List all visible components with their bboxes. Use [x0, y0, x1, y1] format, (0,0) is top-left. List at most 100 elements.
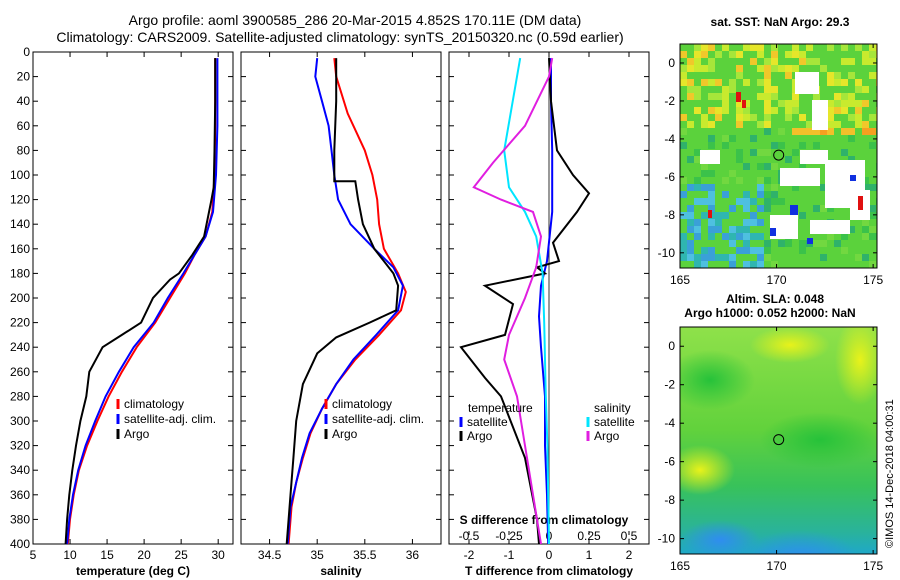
sst-cell [799, 142, 806, 149]
sst-gap [700, 150, 720, 164]
legend-label: Argo [124, 427, 150, 441]
sla-map-field [680, 327, 877, 554]
sst-cell [722, 254, 729, 261]
sst-cell [701, 184, 708, 191]
sst-cell [764, 93, 771, 100]
sst-cell [715, 254, 722, 261]
x-tick-label: -1 [504, 548, 515, 562]
sst-cell [827, 114, 834, 121]
sst-cell [764, 247, 771, 254]
sst-cell [694, 51, 701, 58]
sst-cell [841, 128, 848, 135]
sst-cell [743, 226, 750, 233]
y-tick-label: 0 [23, 45, 30, 59]
sst-cell [841, 58, 848, 65]
series-line-t-argo [459, 58, 591, 545]
sst-cell [848, 93, 855, 100]
sst-cell [750, 247, 757, 254]
sst-cell [736, 72, 743, 79]
sst-cell [771, 191, 778, 198]
sst-cell [848, 156, 855, 163]
sst-cell [764, 121, 771, 128]
sst-cell [722, 93, 729, 100]
sst-cell [827, 100, 834, 107]
sst-cell [680, 177, 687, 184]
map-y-tick-label: -8 [664, 493, 675, 507]
x-tick-label: 5 [30, 548, 37, 562]
sst-cell [722, 44, 729, 51]
sst-cell [680, 128, 687, 135]
sst-cell [841, 247, 848, 254]
y-tick-label: 400 [10, 537, 30, 551]
x-tick-label: 0 [546, 548, 553, 562]
sst-cell [729, 233, 736, 240]
s-x-tick-label: -0.5 [459, 529, 480, 543]
sst-cell [757, 121, 764, 128]
sst-cell [743, 163, 750, 170]
sst-cell [687, 184, 694, 191]
sst-cell [785, 65, 792, 72]
sst-cell [813, 205, 820, 212]
sst-cell [750, 261, 757, 268]
sst-cell [834, 100, 841, 107]
sst-cell [694, 219, 701, 226]
sst-cell [708, 219, 715, 226]
legend-label: satellite [594, 415, 635, 429]
sst-cell [764, 65, 771, 72]
sst-cell [771, 65, 778, 72]
y-tick-label: 240 [10, 340, 30, 354]
y-tick-label: 140 [10, 217, 30, 231]
sst-cell [729, 226, 736, 233]
s-axis-label: S difference from climatology [460, 513, 629, 527]
sst-cell [757, 191, 764, 198]
sst-cell [750, 149, 757, 156]
sst-cell [820, 128, 827, 135]
sst-cell [869, 128, 876, 135]
sst-cell [743, 191, 750, 198]
sst-cell [834, 240, 841, 247]
y-tick-label: 40 [17, 94, 31, 108]
series-line-satellite-adj-clim- [66, 58, 219, 545]
sst-cell [813, 240, 820, 247]
sst-cell [848, 114, 855, 121]
sst-cell [736, 65, 743, 72]
sla-map-subtitle: Argo h1000: 0.052 h2000: NaN [684, 306, 855, 320]
sst-cell [869, 58, 876, 65]
sst-cell [799, 58, 806, 65]
sst-cell [708, 170, 715, 177]
sst-hot-pixel [742, 100, 746, 108]
map-y-tick-label: -6 [664, 455, 675, 469]
sst-cell [862, 121, 869, 128]
sst-cell [792, 100, 799, 107]
sst-cell [855, 79, 862, 86]
map-y-tick-label: -2 [664, 94, 675, 108]
sst-cell [855, 86, 862, 93]
sst-cell [687, 121, 694, 128]
sst-cell [848, 226, 855, 233]
sst-cell [869, 212, 876, 219]
sst-cell [715, 93, 722, 100]
sst-cell [694, 254, 701, 261]
sst-cell [764, 128, 771, 135]
salinity-profile-chart: 34.5 35 35.5 36 salinity climatologysatellite… [240, 51, 442, 578]
sst-cell [708, 65, 715, 72]
sst-cell [708, 247, 715, 254]
sst-cell [792, 44, 799, 51]
sst-cell [722, 191, 729, 198]
sst-cell [764, 177, 771, 184]
sst-cell [827, 205, 834, 212]
sst-cell [869, 51, 876, 58]
sst-cell [687, 79, 694, 86]
sst-cold-pixel [807, 238, 813, 244]
series-line-s-satellite [503, 57, 550, 545]
sst-map-field [680, 44, 877, 268]
x-axis-label: T difference from climatology [465, 564, 633, 578]
sst-cell [778, 142, 785, 149]
sst-cell [750, 58, 757, 65]
sst-cell [708, 44, 715, 51]
sst-cell [862, 177, 869, 184]
sst-cell [736, 114, 743, 121]
sst-hot-pixel [708, 210, 712, 218]
sst-cell [827, 79, 834, 86]
